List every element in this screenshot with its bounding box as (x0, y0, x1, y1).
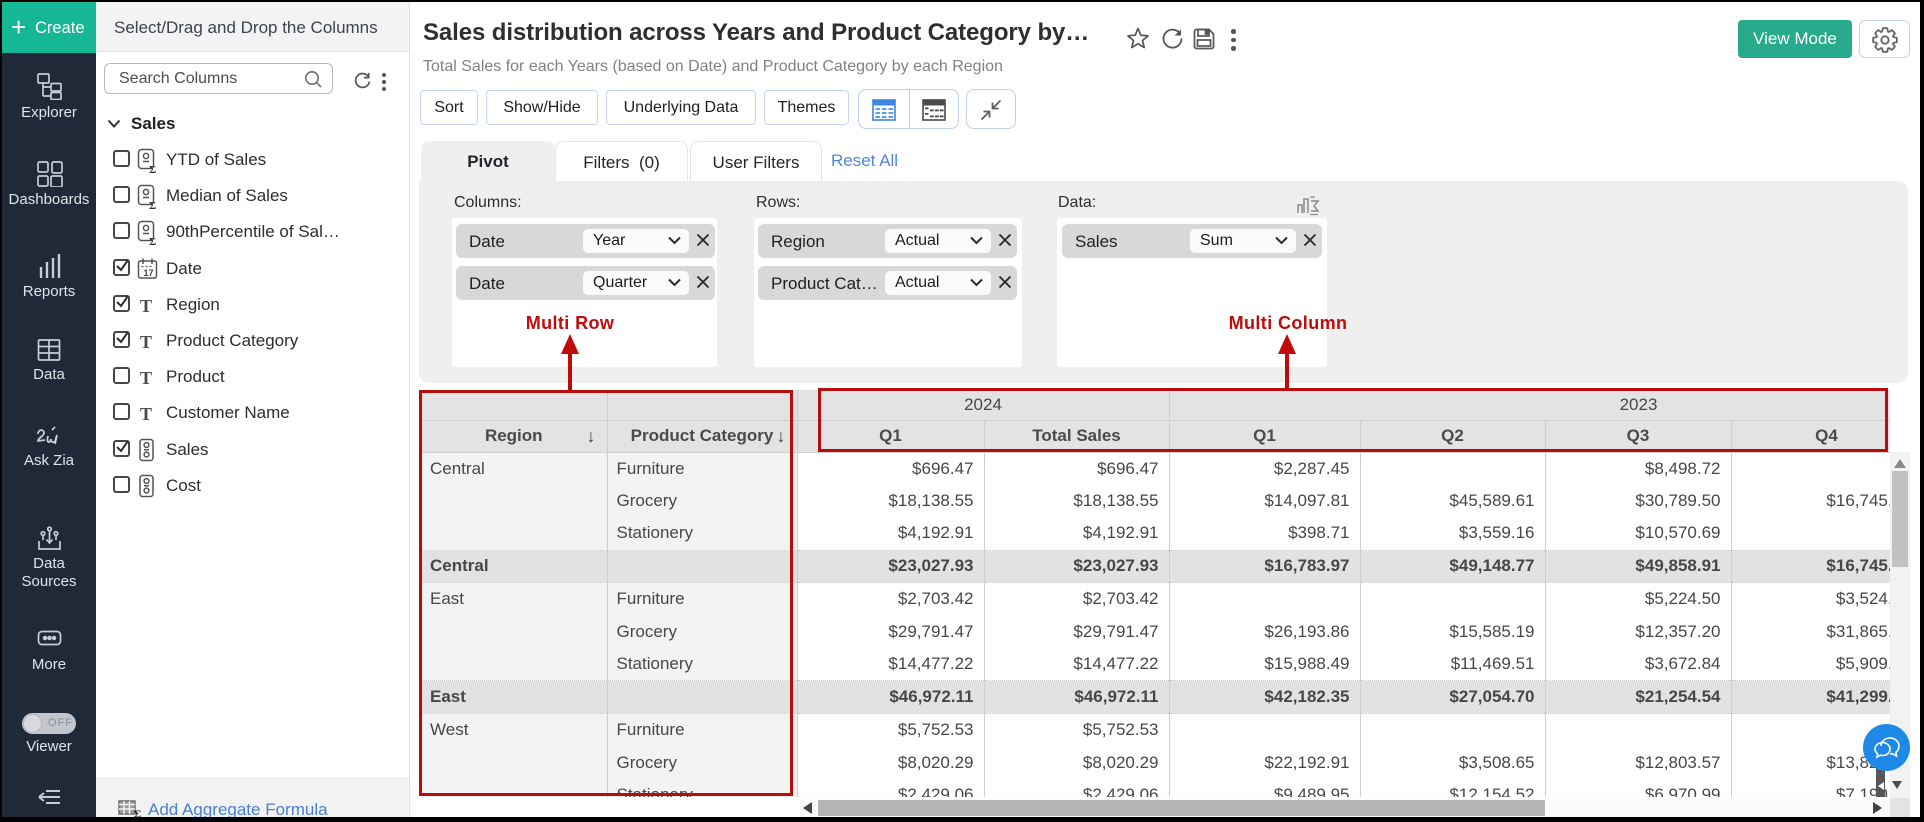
svg-text:17: 17 (144, 268, 154, 278)
svg-text:Σ: Σ (149, 200, 156, 210)
svg-text:Σ: Σ (149, 164, 156, 174)
svg-text:Σ: Σ (134, 807, 142, 818)
svg-text:Σ: Σ (149, 236, 156, 246)
